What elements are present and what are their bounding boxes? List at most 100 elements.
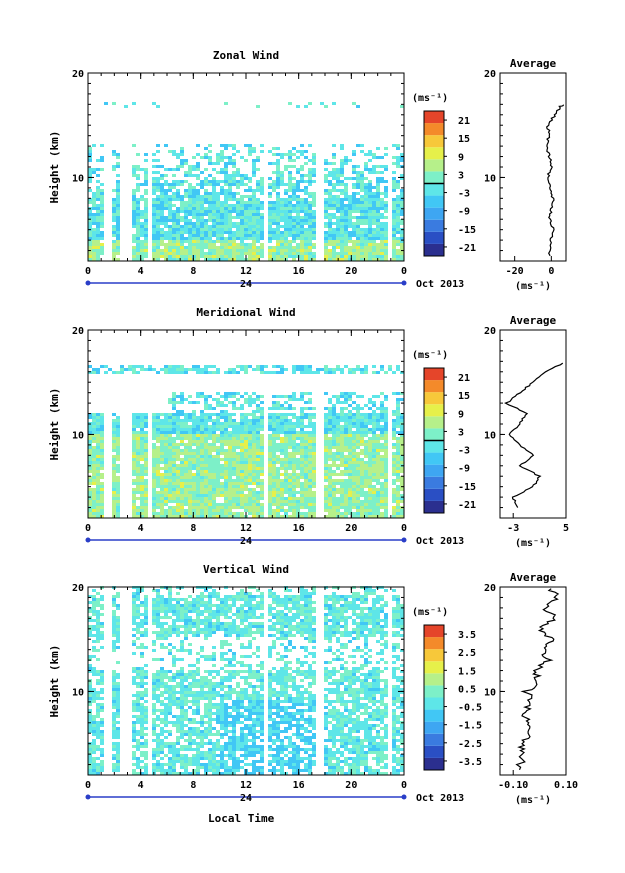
heatmap-cell: [352, 192, 356, 195]
heatmap-cell: [92, 219, 96, 222]
heatmap-cell: [304, 485, 308, 488]
heatmap-cell: [92, 198, 96, 201]
heatmap-cell: [216, 458, 220, 461]
heatmap-cell: [376, 234, 380, 237]
heatmap-cell: [392, 210, 396, 213]
y-tick-label: 10: [72, 173, 84, 184]
heatmap-cell: [268, 473, 272, 476]
heatmap-cell: [336, 443, 340, 446]
heatmap-cell: [268, 150, 272, 153]
heatmap-cell: [188, 464, 192, 467]
colorbar-tick-label: -15: [458, 225, 476, 236]
heatmap-cell: [188, 219, 192, 222]
heatmap-cell: [232, 243, 236, 246]
heatmap-cell: [352, 494, 356, 497]
heatmap-cell: [228, 422, 232, 425]
heatmap-cell: [356, 479, 360, 482]
heatmap-cell: [160, 428, 164, 431]
heatmap-cell: [376, 506, 380, 509]
heatmap-cell: [220, 252, 224, 255]
heatmap-cell: [356, 476, 360, 479]
heatmap-cell: [200, 488, 204, 491]
heatmap-cell: [276, 159, 280, 162]
heatmap-cell: [92, 446, 96, 449]
heatmap-cell: [248, 422, 252, 425]
heatmap-cell: [168, 470, 172, 473]
heatmap-cell: [244, 398, 248, 401]
heatmap-cell: [356, 246, 360, 249]
heatmap-cell: [232, 461, 236, 464]
heatmap-cell: [228, 252, 232, 255]
heatmap-cell: [216, 425, 220, 428]
heatmap-cell: [348, 437, 352, 440]
heatmap-cell: [296, 243, 300, 246]
heatmap-cell: [192, 216, 196, 219]
heatmap-cell: [372, 237, 376, 240]
heatmap-cell: [152, 252, 156, 255]
heatmap-cell: [332, 425, 336, 428]
heatmap-cell: [268, 497, 272, 500]
heatmap-cell: [192, 488, 196, 491]
heatmap-cell: [344, 464, 348, 467]
heatmap-cell: [308, 255, 312, 258]
heatmap-cell: [280, 431, 284, 434]
heatmap-cell: [156, 470, 160, 473]
heatmap-cell: [88, 691, 92, 694]
heatmap-cell: [240, 231, 244, 234]
heatmap-cell: [296, 225, 300, 228]
heatmap-cell: [312, 180, 316, 183]
heatmap-cell: [100, 231, 104, 234]
heatmap-cell: [360, 219, 364, 222]
heatmap-cell: [168, 234, 172, 237]
heatmap-cell: [268, 434, 272, 437]
heatmap-cell: [284, 407, 288, 410]
heatmap-cell: [92, 694, 96, 697]
heatmap-cell: [228, 192, 232, 195]
heatmap-cell: [184, 434, 188, 437]
heatmap-cell: [200, 458, 204, 461]
heatmap-cell: [400, 240, 404, 243]
heatmap-cell: [132, 198, 136, 201]
heatmap-cell: [144, 177, 148, 180]
heatmap-cell: [168, 207, 172, 210]
heatmap-cell: [308, 371, 312, 374]
heatmap-cell: [196, 198, 200, 201]
heatmap-cell: [168, 228, 172, 231]
heatmap-cell: [208, 416, 212, 419]
x-tick-label: 0: [401, 266, 407, 277]
heatmap-cell: [292, 192, 296, 195]
heatmap-cell: [152, 240, 156, 243]
heatmap-cell: [232, 171, 236, 174]
heatmap-cell: [328, 237, 332, 240]
heatmap-cell: [244, 416, 248, 419]
heatmap-cell: [144, 494, 148, 497]
heatmap-cell: [268, 204, 272, 207]
heatmap-cell: [252, 413, 256, 416]
heatmap-cell: [340, 222, 344, 225]
heatmap-cell: [168, 258, 172, 261]
heatmap-cell: [328, 506, 332, 509]
heatmap-cell: [212, 258, 216, 261]
heatmap-cell: [328, 228, 332, 231]
heatmap-cell: [188, 425, 192, 428]
heatmap-cell: [208, 446, 212, 449]
heatmap-cell: [248, 258, 252, 261]
heatmap-cell: [244, 237, 248, 240]
heatmap-cell: [228, 162, 232, 165]
heatmap-cell: [324, 488, 328, 491]
heatmap-cell: [352, 153, 356, 156]
heatmap-cell: [380, 470, 384, 473]
heatmap-cell: [272, 404, 276, 407]
heatmap-cell: [380, 425, 384, 428]
heatmap-cell: [368, 446, 372, 449]
heatmap-cell: [328, 437, 332, 440]
heatmap-cell: [156, 371, 160, 374]
heatmap-cell: [196, 231, 200, 234]
heatmap-cell: [340, 192, 344, 195]
heatmap-cell: [108, 368, 112, 371]
heatmap-cell: [300, 512, 304, 515]
heatmap-cell: [164, 180, 168, 183]
heatmap-cell: [372, 503, 376, 506]
heatmap-cell: [200, 497, 204, 500]
